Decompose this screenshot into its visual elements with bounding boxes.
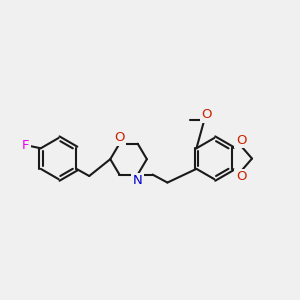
Text: N: N: [133, 174, 142, 188]
Text: F: F: [22, 139, 29, 152]
Text: O: O: [201, 108, 212, 122]
Text: O: O: [114, 131, 125, 144]
Text: O: O: [236, 170, 247, 183]
Text: O: O: [236, 134, 247, 147]
